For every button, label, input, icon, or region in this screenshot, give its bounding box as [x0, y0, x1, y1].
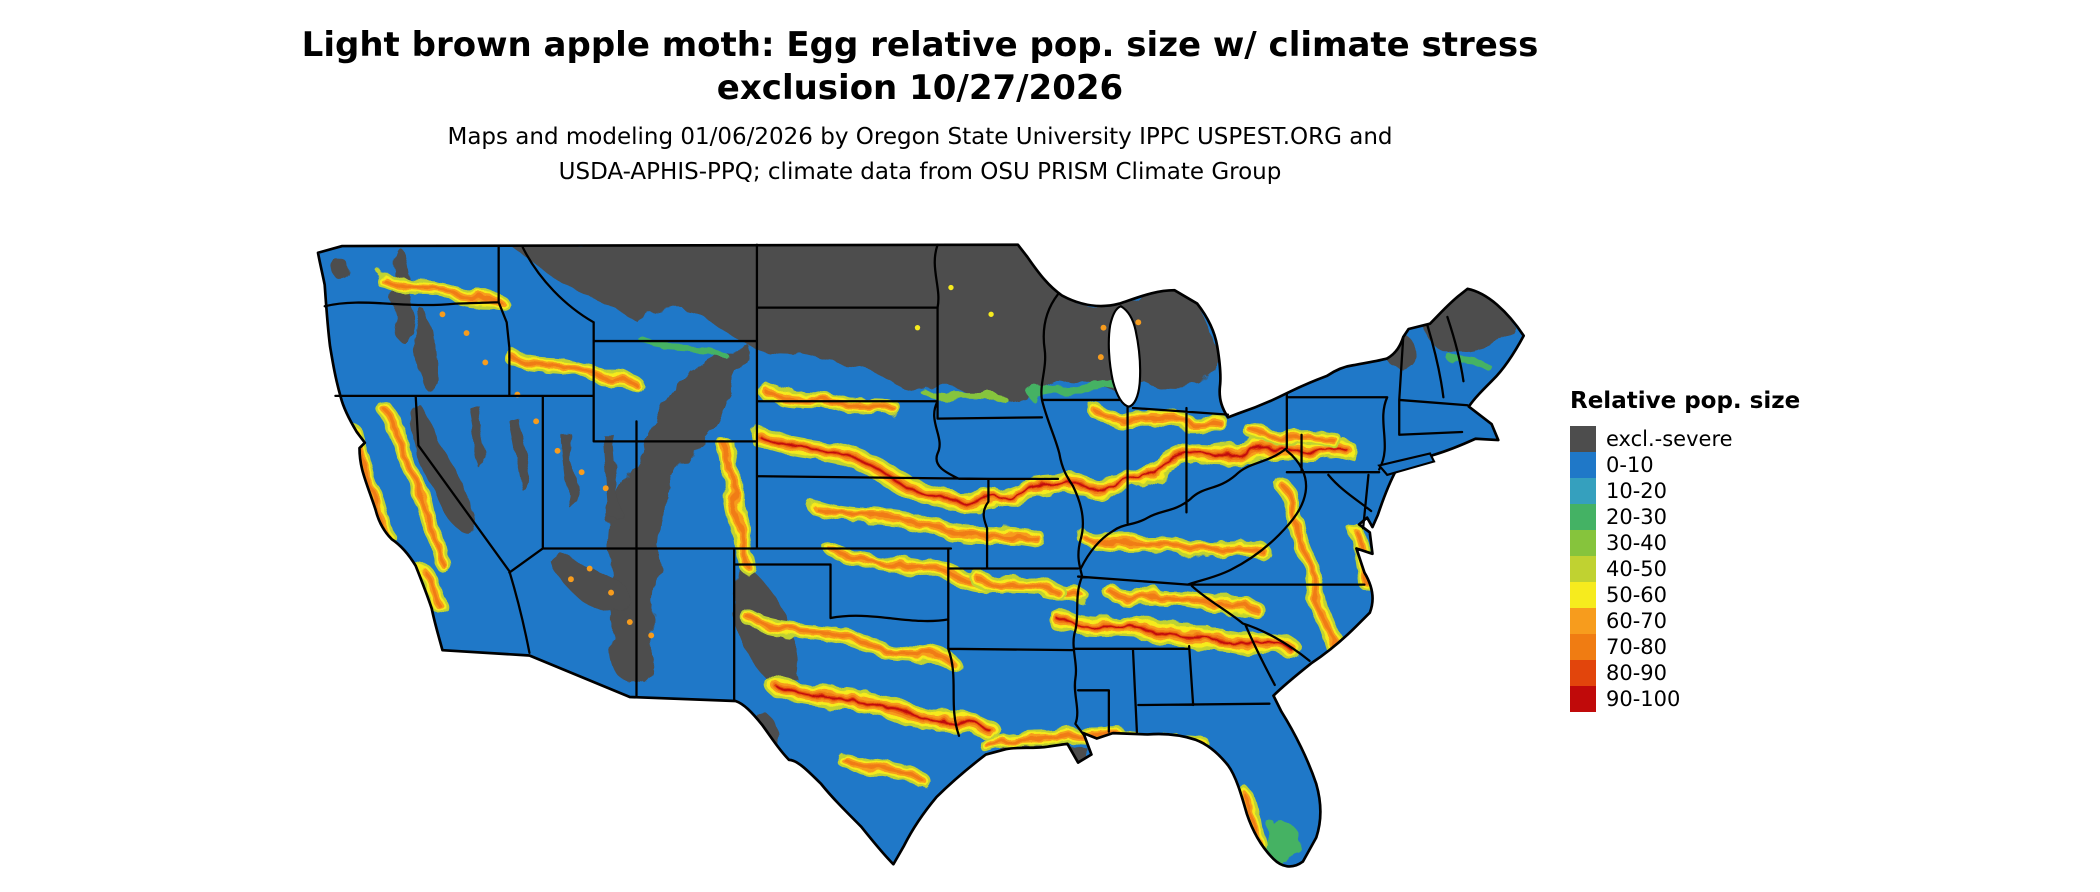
map-subtitle-line2: USDA-APHIS-PPQ; climate data from OSU PR… — [558, 158, 1282, 185]
us-outline — [316, 243, 1526, 868]
legend-item-30-40: 30-40 — [1570, 530, 1800, 556]
map-subtitle-line1: Maps and modeling 01/06/2026 by Oregon S… — [447, 124, 1393, 150]
legend-swatch — [1570, 634, 1596, 660]
legend-item-70-80: 70-80 — [1570, 634, 1800, 660]
legend-item-40-50: 40-50 — [1570, 556, 1800, 582]
legend-label: 50-60 — [1606, 583, 1668, 607]
legend-item-60-70: 60-70 — [1570, 608, 1800, 634]
legend-swatch — [1570, 426, 1596, 452]
map-title-line1: Light brown apple moth: Egg relative pop… — [301, 25, 1539, 65]
legend-label: 20-30 — [1606, 505, 1668, 529]
lake-michigan — [1107, 305, 1142, 408]
map-title-line2: exclusion 10/27/2026 — [716, 67, 1124, 108]
legend-swatch — [1570, 478, 1596, 504]
legend-swatch — [1570, 582, 1596, 608]
legend-label: 10-20 — [1606, 479, 1668, 503]
state-borders — [323, 243, 1469, 737]
legend-swatch — [1570, 452, 1596, 478]
legend-title: Relative pop. size — [1570, 388, 1801, 414]
legend-label: 0-10 — [1606, 453, 1654, 477]
legend-label: 80-90 — [1606, 661, 1668, 685]
legend-label: 40-50 — [1606, 557, 1668, 581]
legend-swatch — [1570, 504, 1596, 530]
legend-items: excl.-severe 0-10 10-20 20-30 30-40 40-50 50-6… — [1570, 426, 1800, 712]
us-risk-map — [308, 234, 1527, 883]
legend-label: 60-70 — [1606, 609, 1668, 633]
legend-swatch — [1570, 556, 1596, 582]
speckle-layer — [439, 284, 1142, 639]
legend-label: excl.-severe — [1606, 427, 1733, 451]
legend-label: 30-40 — [1606, 531, 1668, 555]
us-map-svg — [316, 243, 1526, 868]
legend-item-10-20: 10-20 — [1570, 478, 1800, 504]
map-subtitle: Maps and modeling 01/06/2026 by Oregon S… — [0, 120, 1840, 189]
legend-label: 90-100 — [1606, 687, 1681, 711]
legend: Relative pop. size excl.-severe 0-10 10-20… — [1570, 388, 1800, 712]
mid-value-layer — [639, 337, 1493, 867]
legend-item-50-60: 50-60 — [1570, 582, 1800, 608]
legend-item-20-30: 20-30 — [1570, 504, 1800, 530]
legend-swatch — [1570, 686, 1596, 712]
legend-swatch — [1570, 608, 1596, 634]
legend-item-90-100: 90-100 — [1570, 686, 1800, 712]
legend-item-0-10: 0-10 — [1570, 452, 1800, 478]
risk-bands-layer — [343, 271, 1377, 853]
legend-label: 70-80 — [1606, 635, 1668, 659]
legend-item-80-90: 80-90 — [1570, 660, 1800, 686]
legend-swatch — [1570, 530, 1596, 556]
long-island — [1377, 452, 1436, 477]
map-title: Light brown apple moth: Egg relative pop… — [0, 24, 1840, 109]
legend-swatch — [1570, 660, 1596, 686]
legend-item-excl.-severe: excl.-severe — [1570, 426, 1800, 452]
